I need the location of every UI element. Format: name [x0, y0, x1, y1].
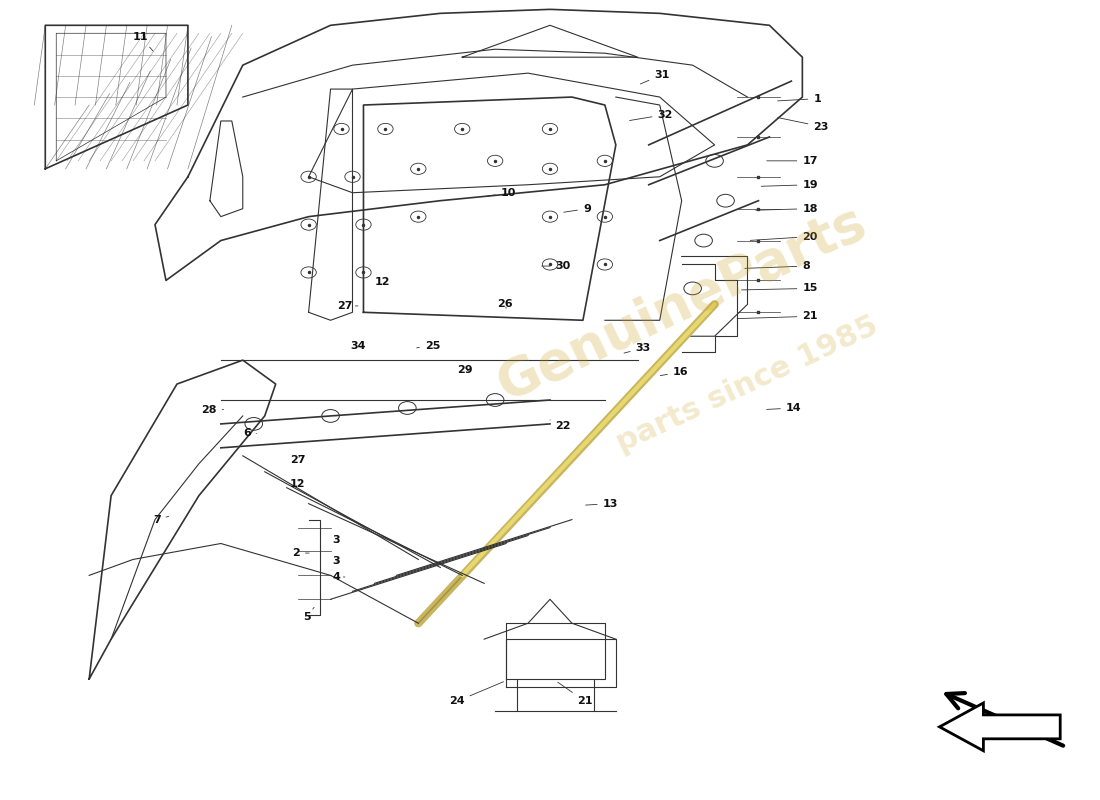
Text: 32: 32 [629, 110, 673, 121]
Text: 19: 19 [761, 180, 818, 190]
Text: 23: 23 [778, 118, 828, 131]
Text: 18: 18 [756, 204, 818, 214]
Text: 15: 15 [741, 283, 817, 294]
Text: 26: 26 [497, 299, 513, 310]
Text: 3: 3 [332, 534, 340, 545]
Text: 24: 24 [449, 682, 504, 706]
Text: 30: 30 [542, 261, 571, 271]
Text: 3: 3 [332, 556, 340, 566]
Text: 7: 7 [153, 514, 168, 525]
Text: 21: 21 [558, 682, 593, 706]
Text: 20: 20 [750, 231, 817, 242]
Text: 34: 34 [350, 341, 366, 350]
Text: GenuineParts: GenuineParts [490, 196, 874, 413]
Text: 16: 16 [660, 367, 689, 377]
Polygon shape [939, 703, 1060, 750]
Text: 12: 12 [290, 478, 306, 489]
Text: parts since 1985: parts since 1985 [612, 310, 883, 458]
Text: 1: 1 [778, 94, 821, 104]
Text: 14: 14 [767, 403, 802, 413]
Text: 25: 25 [417, 341, 440, 350]
Text: 27: 27 [337, 301, 358, 311]
Text: 10: 10 [487, 188, 516, 198]
Text: 33: 33 [624, 343, 651, 353]
Text: 2: 2 [293, 548, 309, 558]
Text: 17: 17 [767, 156, 818, 166]
Text: 13: 13 [585, 498, 618, 509]
Text: 6: 6 [243, 429, 256, 438]
Text: 31: 31 [640, 70, 670, 84]
Text: 9: 9 [563, 204, 591, 214]
Text: 4: 4 [332, 572, 344, 582]
Text: 22: 22 [550, 420, 571, 430]
Text: 27: 27 [290, 454, 306, 465]
Text: 8: 8 [745, 261, 810, 271]
Text: 5: 5 [304, 607, 315, 622]
Text: 12: 12 [374, 277, 389, 287]
Text: 21: 21 [737, 311, 818, 322]
Text: 28: 28 [201, 405, 223, 414]
Text: 11: 11 [133, 32, 153, 51]
Text: 29: 29 [456, 365, 472, 374]
